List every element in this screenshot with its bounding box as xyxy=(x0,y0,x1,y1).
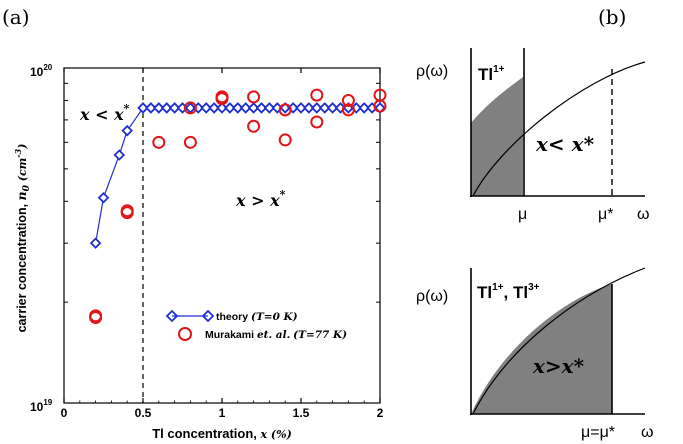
experiment-point xyxy=(278,133,292,147)
theory-series-line xyxy=(95,107,380,244)
top-mu-label: μ xyxy=(518,206,527,223)
annotation-x-less-xstar: x < x* xyxy=(79,102,130,124)
experiment-point xyxy=(247,119,261,133)
theory-point xyxy=(311,102,323,114)
experiment-point xyxy=(341,103,355,117)
y-axis-label: carrier concentration, n0 (cm-3) xyxy=(13,144,32,333)
experiment-point xyxy=(183,101,197,115)
theory-point xyxy=(318,102,331,114)
experiment-point xyxy=(341,93,355,107)
theory-point xyxy=(326,102,339,114)
top-shade-lower xyxy=(471,123,523,196)
theory-point xyxy=(97,191,110,204)
top-species-label: Tl1+ xyxy=(478,64,505,84)
bottom-rho-label: ρ(ω) xyxy=(416,288,448,305)
schematic-top: ρ(ω) Tl1+ x< x* μ μ* ω xyxy=(416,48,650,223)
top-region-label: x< x* xyxy=(535,132,595,156)
ytick-label-bottom: 1019 xyxy=(30,398,53,414)
experiment-point xyxy=(152,135,166,149)
theory-point xyxy=(216,102,228,114)
legend: theory (T=0 K) Murakami et. al. (T=77 K) xyxy=(165,309,347,341)
bottom-mu-label: μ=μ* xyxy=(581,424,615,441)
theory-point xyxy=(200,102,212,114)
theory-point xyxy=(295,102,307,114)
theory-point xyxy=(113,149,126,161)
x-tick-label: 1 xyxy=(219,406,226,420)
bottom-region-label: x>x* xyxy=(532,354,585,378)
theory-point xyxy=(247,102,260,114)
bottom-species-label: Tl1+, Tl3+ xyxy=(477,282,540,302)
experiment-point xyxy=(278,103,292,117)
experiment-point xyxy=(310,115,324,129)
panel-a-label: (a) xyxy=(2,5,30,29)
x-tick-label: 0 xyxy=(61,406,68,420)
experiment-series-markers xyxy=(89,88,387,324)
experiment-point xyxy=(247,90,261,104)
x-axis-label: Tl concentration, x (%) xyxy=(152,426,292,441)
experiment-point xyxy=(120,204,134,218)
theory-point xyxy=(224,102,236,114)
experiment-point xyxy=(310,88,324,102)
theory-point xyxy=(89,237,102,249)
theory-point xyxy=(168,102,181,114)
x-tick-label: 2 xyxy=(377,406,384,420)
experiment-point xyxy=(215,90,229,104)
theory-point xyxy=(263,102,276,114)
top-omega-label: ω xyxy=(637,206,650,223)
theory-point xyxy=(121,124,133,137)
legend-experiment-marker xyxy=(178,327,192,341)
theory-point xyxy=(255,102,268,114)
theory-point xyxy=(232,102,244,114)
x-tick-label: 0.5 xyxy=(135,406,152,420)
theory-point xyxy=(239,102,252,114)
top-dos-curve xyxy=(472,61,646,197)
bottom-occupied-region xyxy=(471,284,612,414)
bottom-dos-curve xyxy=(472,267,646,415)
theory-point xyxy=(358,102,370,114)
legend-theory-label: theory (T=0 K) xyxy=(216,311,298,323)
annotation-x-greater-xstar: x > x* xyxy=(235,188,286,210)
legend-theory-marker-1 xyxy=(165,309,179,323)
theory-series-markers xyxy=(89,102,386,249)
x-tick-labels: 0 0.5 1 1.5 2 xyxy=(61,406,384,420)
legend-experiment-label: Murakami et. al. (T=77 K) xyxy=(205,329,347,341)
schematic-bottom: ρ(ω) Tl1+, Tl3+ x>x* μ=μ* ω xyxy=(416,267,654,441)
experiment-point xyxy=(183,135,197,149)
theory-point xyxy=(208,102,220,114)
theory-point xyxy=(153,102,165,114)
y-minor-ticks xyxy=(64,82,380,303)
experiment-point xyxy=(89,309,103,323)
x-tick-label: 1.5 xyxy=(293,406,310,420)
x-ticks xyxy=(63,68,381,403)
theory-point xyxy=(137,102,149,114)
theory-point xyxy=(160,102,173,114)
top-rho-label: ρ(ω) xyxy=(416,63,448,80)
theory-point xyxy=(145,102,157,114)
experiment-point xyxy=(373,88,387,102)
bottom-omega-label: ω xyxy=(641,424,654,441)
panel-b-label: (b) xyxy=(598,5,626,29)
ytick-label-top: 1020 xyxy=(30,63,53,79)
top-mustar-label: μ* xyxy=(598,206,613,223)
legend-theory-marker-2 xyxy=(201,309,215,323)
theory-point xyxy=(303,102,315,114)
theory-point xyxy=(184,102,197,114)
